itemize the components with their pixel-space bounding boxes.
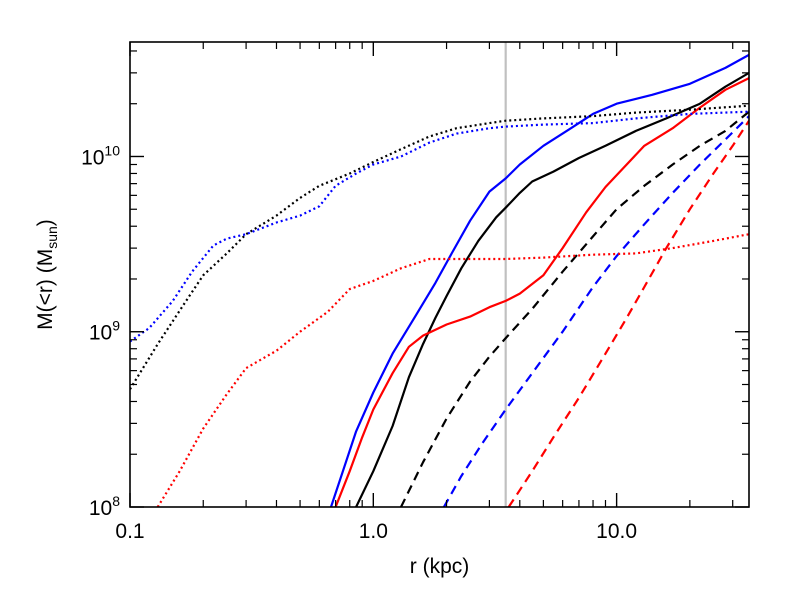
y-axis-label-close: ) [34, 219, 57, 226]
x-ticks: 0.1 1.0 10.0 [115, 42, 734, 543]
y-tick-label: 109 [89, 318, 120, 345]
series-layer [130, 53, 749, 507]
y-tick-label: 108 [89, 493, 120, 520]
plot-frame [129, 41, 750, 508]
x-tick-label: 10.0 [596, 520, 637, 543]
y-ticks: 108 109 1010 [81, 50, 749, 520]
series-line-solid-2 [334, 77, 749, 507]
y-tick-label: 1010 [81, 142, 120, 169]
series-line-dotted-8 [156, 233, 749, 507]
x-tick-label: 1.0 [359, 520, 388, 543]
series-line-solid-0 [329, 53, 749, 507]
y-axis-label-main: M(<r) (M [34, 249, 57, 330]
y-axis-label: M(<r) (Msun) [34, 219, 60, 330]
series-line-dashed-4 [442, 115, 749, 507]
x-tick-label: 0.1 [115, 520, 144, 543]
series-line-dotted-6 [130, 104, 749, 390]
y-axis-label-sub: sun [44, 226, 60, 249]
series-line-solid-1 [355, 71, 749, 507]
x-axis-label: r (kpc) [410, 555, 470, 578]
series-line-dashed-3 [400, 110, 749, 507]
series-line-dotted-7 [130, 110, 749, 343]
series-line-dashed-5 [507, 120, 749, 507]
